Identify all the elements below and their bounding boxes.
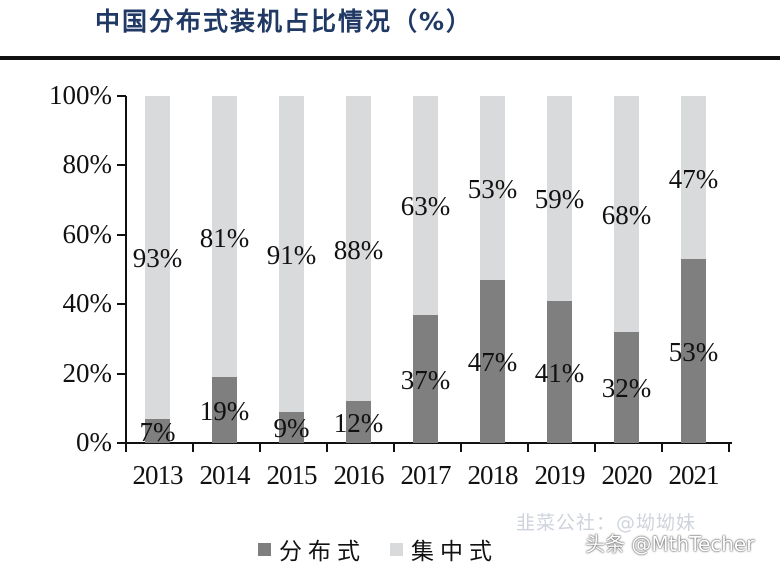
y-tick	[117, 95, 126, 97]
x-tick	[527, 443, 529, 452]
y-tick-label: 80%	[62, 149, 113, 180]
bar-centralized-2014	[212, 96, 237, 378]
data-label-centralized: 93%	[132, 243, 183, 274]
y-tick	[117, 372, 126, 375]
bar-distributed-2019	[547, 300, 572, 443]
x-tick-label: 2019	[534, 460, 586, 490]
bar-distributed-2021	[681, 259, 706, 443]
bar-distributed-2020	[614, 331, 639, 443]
data-label-distributed: 37%	[400, 364, 451, 395]
y-tick	[117, 233, 126, 236]
legend-swatch-centralized	[390, 542, 403, 556]
x-tick	[594, 443, 596, 452]
bar-distributed-2013	[145, 418, 170, 443]
legend-label-distributed: 分布式	[279, 539, 366, 565]
data-label-centralized: 53%	[467, 173, 518, 204]
data-label-distributed: 9%	[273, 413, 310, 444]
bar-centralized-2013	[145, 96, 170, 419]
chart-title: 中国分布式装机占比情况（%）	[95, 7, 474, 36]
title-divider	[0, 56, 780, 60]
data-label-centralized: 88%	[333, 234, 384, 265]
y-axis	[125, 96, 127, 444]
bar-distributed-2014	[212, 377, 237, 443]
data-label-centralized: 91%	[266, 239, 317, 270]
y-tick-label: 60%	[62, 218, 113, 249]
y-tick	[117, 303, 126, 306]
data-label-centralized: 68%	[601, 199, 652, 230]
data-label-distributed: 47%	[467, 347, 518, 378]
bar-centralized-2019	[547, 96, 572, 301]
data-label-distributed: 32%	[601, 373, 652, 404]
bar-distributed-2015	[279, 411, 304, 443]
bar-centralized-2018	[480, 96, 505, 280]
x-tick	[728, 443, 730, 452]
x-tick-label: 2018	[467, 460, 519, 490]
data-label-centralized: 59%	[534, 184, 585, 215]
data-label-centralized: 81%	[199, 222, 250, 253]
y-tick-label: 40%	[62, 288, 113, 319]
bar-distributed-2016	[346, 401, 371, 443]
data-label-centralized: 63%	[400, 191, 451, 222]
x-tick-label: 2020	[601, 460, 653, 490]
y-tick-label: 0%	[76, 427, 112, 457]
legend-item-centralized: 集中式	[390, 532, 498, 566]
x-tick-label: 2014	[199, 460, 251, 490]
y-tick-label: 100%	[49, 80, 112, 110]
x-tick	[460, 443, 462, 452]
data-label-distributed: 19%	[199, 396, 250, 427]
x-tick	[125, 443, 127, 452]
legend-item-distributed: 分布式	[258, 532, 366, 566]
data-label-distributed: 53%	[668, 337, 719, 368]
bar-centralized-2016	[346, 96, 371, 402]
x-tick-label: 2013	[132, 460, 184, 490]
bar-distributed-2018	[480, 279, 505, 443]
data-label-distributed: 7%	[139, 416, 176, 447]
bar-centralized-2020	[614, 96, 639, 332]
watermark-author: 头条 @MthTecher	[585, 532, 755, 556]
y-tick-label: 20%	[62, 357, 113, 388]
bar-centralized-2017	[413, 96, 438, 315]
watermark-source: 韭菜公社：@坳坳妹	[516, 512, 697, 534]
x-tick-label: 2021	[668, 460, 720, 490]
data-label-distributed: 12%	[333, 408, 384, 439]
chart-legend: 分布式 集中式	[258, 532, 522, 566]
x-tick	[661, 443, 663, 452]
x-tick-label: 2016	[333, 460, 385, 490]
bar-centralized-2015	[279, 96, 304, 412]
y-tick	[117, 442, 126, 444]
data-label-centralized: 47%	[668, 163, 719, 194]
y-tick	[117, 164, 126, 167]
x-tick-label: 2017	[400, 460, 452, 490]
x-axis	[125, 442, 732, 444]
x-tick	[259, 443, 261, 452]
legend-label-centralized: 集中式	[411, 539, 498, 565]
x-tick	[393, 443, 395, 452]
data-label-distributed: 41%	[534, 357, 585, 388]
bar-distributed-2017	[413, 314, 438, 443]
x-tick	[326, 443, 328, 452]
x-tick	[192, 443, 194, 452]
legend-swatch-distributed	[258, 542, 271, 556]
x-tick-label: 2015	[266, 460, 318, 490]
bar-centralized-2021	[681, 96, 706, 260]
